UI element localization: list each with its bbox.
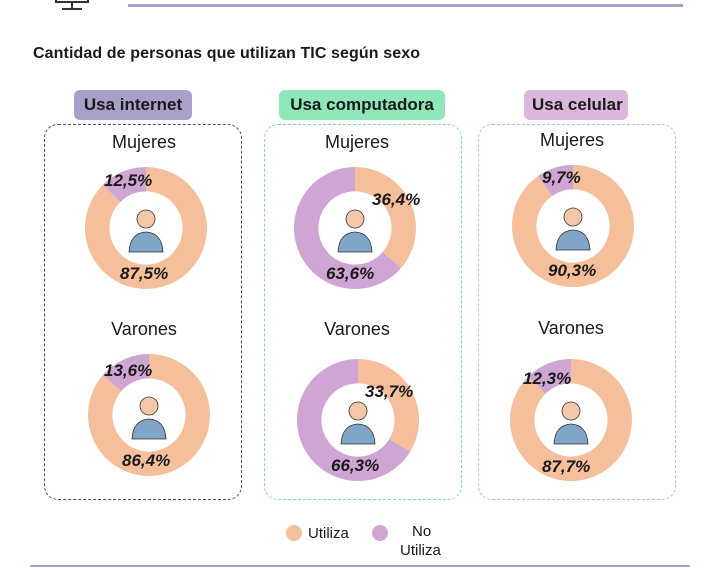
donut-internet-mujeres (84, 167, 207, 289)
donut-celular-mujeres (512, 165, 634, 287)
top-divider (128, 4, 683, 7)
pct-computadora-varones-si: 33,7% (365, 382, 414, 401)
legend-swatch-utiliza (286, 525, 302, 541)
slice-utiliza (510, 359, 632, 481)
pct-celular-mujeres-si: 90,3% (548, 261, 597, 280)
pct-celular-varones-no: 12,3% (523, 369, 572, 388)
monitor-icon (55, 0, 89, 10)
donut-internet-varones (87, 354, 210, 476)
slice-utiliza (358, 359, 419, 452)
pct-internet-mujeres-si: 87,5% (120, 264, 169, 283)
pct-internet-mujeres-no: 12,5% (104, 171, 153, 190)
page-title: Cantidad de personas que utilizan TIC se… (33, 45, 421, 62)
label-celular-mujeres: Mujeres (539, 130, 605, 150)
pct-computadora-varones-no: 66,3% (331, 456, 380, 475)
label-computadora-mujeres: Mujeres (324, 132, 390, 152)
legend-label-utiliza: Utiliza (308, 525, 349, 542)
person-illustration-icon (553, 401, 589, 445)
pct-celular-varones-si: 87,7% (542, 457, 591, 476)
person-illustration-icon (128, 209, 164, 253)
panel-computadora (264, 124, 462, 500)
label-computadora-varones: Varones (324, 319, 390, 339)
panel-celular (478, 124, 676, 500)
pill-celular: Usa celular (524, 90, 628, 120)
donut-computadora-varones (296, 359, 419, 481)
slice-utiliza (84, 167, 207, 289)
pill-computadora: Usa computadora (279, 90, 445, 120)
panel-internet (44, 124, 242, 500)
person-illustration-icon (337, 209, 373, 253)
person-illustration-icon (340, 401, 376, 445)
pct-celular-mujeres-no: 9,7% (542, 168, 581, 187)
label-internet-mujeres: Mujeres (111, 132, 177, 152)
slice-utiliza (87, 354, 210, 476)
pct-internet-varones-si: 86,4% (122, 451, 171, 470)
legend-label-no-utiliza-2: Utiliza (400, 542, 441, 559)
person-illustration-icon (131, 396, 167, 440)
pct-computadora-mujeres-si: 36,4% (372, 190, 421, 209)
person-illustration-icon (555, 207, 591, 251)
label-internet-varones: Varones (111, 319, 177, 339)
bottom-divider (30, 565, 690, 567)
label-celular-varones: Varones (538, 318, 604, 338)
pill-internet: Usa internet (74, 90, 192, 120)
donut-computadora-mujeres (293, 167, 416, 289)
slice-utiliza (355, 167, 416, 269)
slice-no-utiliza (102, 354, 149, 391)
pct-computadora-mujeres-no: 63,6% (326, 264, 375, 283)
slice-no-utiliza (293, 167, 402, 289)
legend: Utiliza No Utiliza (280, 520, 480, 568)
donut-celular-varones (510, 359, 632, 481)
slice-utiliza (512, 165, 634, 287)
pct-internet-varones-no: 13,6% (104, 361, 153, 380)
slice-no-utiliza (102, 167, 146, 203)
legend-swatch-no-utiliza (372, 525, 388, 541)
slice-no-utiliza (528, 359, 571, 394)
legend-label-no-utiliza-1: No (412, 523, 432, 540)
slice-no-utiliza (538, 165, 573, 196)
slice-no-utiliza (296, 359, 411, 481)
